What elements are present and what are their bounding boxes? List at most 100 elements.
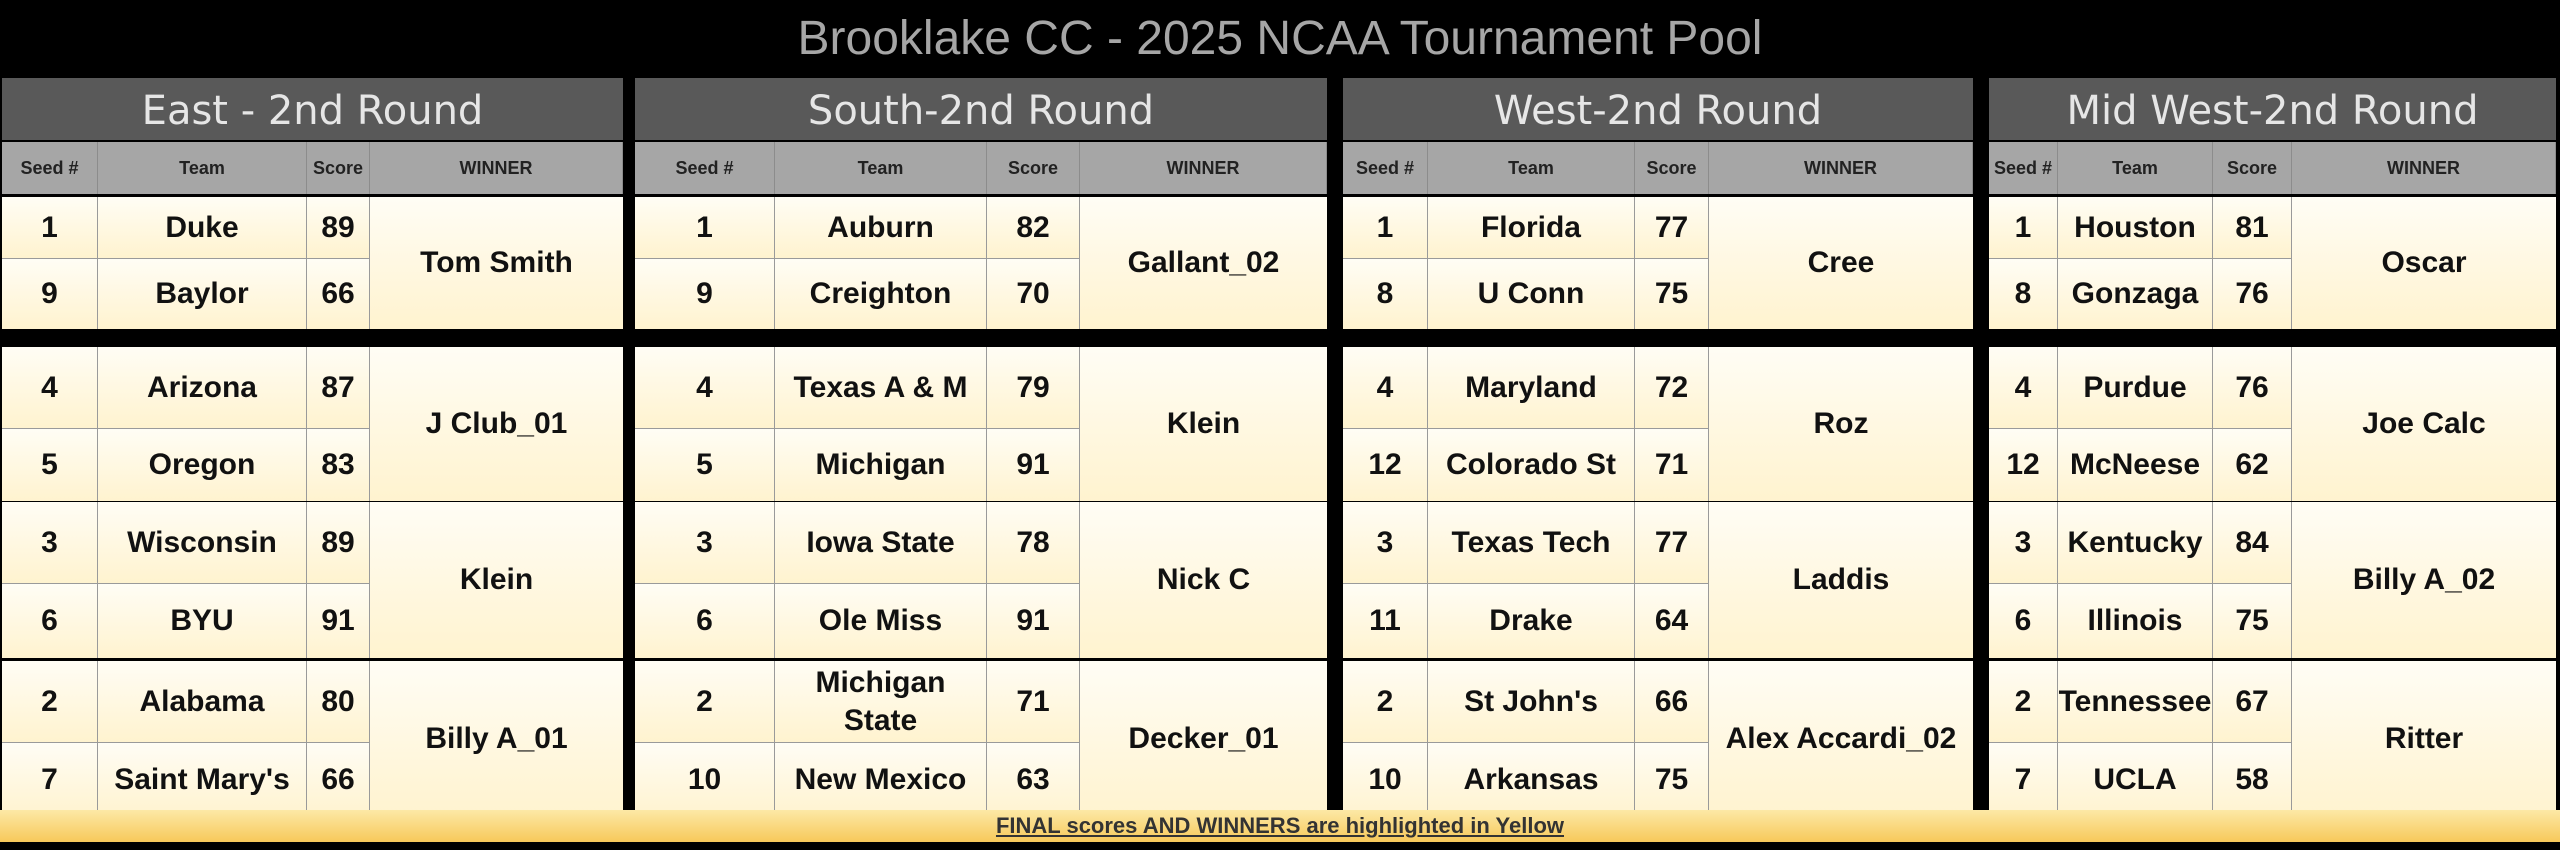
team-seed-cell: 10 (635, 743, 775, 816)
team-score-cell: 77 (1635, 502, 1709, 584)
region-title: South-2nd Round (635, 78, 1327, 140)
region-1: East - 2nd Round Seed # Team Score WINNER 1 Du… (2, 78, 623, 816)
team-seed-cell: 6 (2, 584, 98, 658)
team-seed-cell: 3 (2, 502, 98, 584)
team-team-cell: Baylor (98, 259, 307, 329)
footer-text: FINAL scores AND WINNERS are highlighted… (995, 813, 1564, 838)
team-seed-cell: 1 (1343, 197, 1428, 259)
team-team-cell: Arkansas (1428, 743, 1635, 816)
team-seed-cell: 5 (2, 429, 98, 501)
team-team-cell: St John's (1428, 661, 1635, 743)
team-team-cell: Oregon (98, 429, 307, 501)
team-score-cell: 67 (2213, 661, 2292, 743)
footer-note: FINAL scores AND WINNERS are highlighted… (0, 810, 2560, 842)
team-team-cell: Texas Tech (1428, 502, 1635, 584)
team-score-cell: 62 (2213, 429, 2292, 501)
team-score-cell: 72 (1635, 347, 1709, 429)
winner-cell: Ritter (2292, 661, 2556, 816)
team-score-cell: 75 (1635, 743, 1709, 816)
team-seed-cell: 4 (2, 347, 98, 429)
team-score-cell: 66 (307, 259, 370, 329)
team-team-cell: Illinois (2058, 584, 2213, 658)
team-score-cell: 91 (987, 584, 1080, 658)
team-team-cell: Iowa State (775, 502, 987, 584)
team-score-cell: 75 (1635, 259, 1709, 329)
team-score-cell: 64 (1635, 584, 1709, 658)
team-team-cell: Creighton (775, 259, 987, 329)
winner-cell: Roz (1709, 347, 1973, 501)
team-score-cell: 77 (1635, 197, 1709, 259)
team-seed-cell: 9 (635, 259, 775, 329)
winner-cell: Gallant_02 (1080, 197, 1327, 329)
team-team-cell: New Mexico (775, 743, 987, 816)
team-seed-cell: 12 (1343, 429, 1428, 501)
team-score-cell: 76 (2213, 259, 2292, 329)
region-title: Mid West-2nd Round (1989, 78, 2556, 140)
column-header-seed: Seed # (1989, 142, 2058, 194)
team-score-cell: 66 (307, 743, 370, 816)
team-team-cell: UCLA (2058, 743, 2213, 816)
region-2: South-2nd Round Seed # Team Score WINNER 1 Aub… (635, 78, 1327, 816)
team-team-cell: BYU (98, 584, 307, 658)
column-header-winner: WINNER (1080, 142, 1327, 194)
team-seed-cell: 1 (635, 197, 775, 259)
team-seed-cell: 7 (1989, 743, 2058, 816)
team-seed-cell: 11 (1343, 584, 1428, 658)
team-seed-cell: 4 (1989, 347, 2058, 429)
team-seed-cell: 6 (1989, 584, 2058, 658)
team-team-cell: Alabama (98, 661, 307, 743)
team-team-cell: Auburn (775, 197, 987, 259)
column-header-team: Team (98, 142, 307, 194)
team-team-cell: U Conn (1428, 259, 1635, 329)
team-score-cell: 80 (307, 661, 370, 743)
column-header-score: Score (1635, 142, 1709, 194)
team-score-cell: 91 (987, 429, 1080, 501)
winner-cell: Laddis (1709, 502, 1973, 658)
team-team-cell: Arizona (98, 347, 307, 429)
team-team-cell: Texas A & M (775, 347, 987, 429)
team-score-cell: 71 (1635, 429, 1709, 501)
team-team-cell: Drake (1428, 584, 1635, 658)
team-score-cell: 84 (2213, 502, 2292, 584)
team-team-cell: Gonzaga (2058, 259, 2213, 329)
winner-cell: Nick C (1080, 502, 1327, 658)
team-team-cell: Florida (1428, 197, 1635, 259)
region-4: Mid West-2nd Round Seed # Team Score WINNER 1… (1989, 78, 2556, 816)
team-seed-cell: 2 (1343, 661, 1428, 743)
team-seed-cell: 4 (635, 347, 775, 429)
team-team-cell: Duke (98, 197, 307, 259)
team-score-cell: 79 (987, 347, 1080, 429)
team-score-cell: 66 (1635, 661, 1709, 743)
team-team-cell: McNeese (2058, 429, 2213, 501)
winner-cell: Alex Accardi_02 (1709, 661, 1973, 816)
column-header-winner: WINNER (2292, 142, 2556, 194)
column-header-team: Team (2058, 142, 2213, 194)
page-title: Brooklake CC - 2025 NCAA Tournament Pool (797, 12, 1763, 65)
team-team-cell: Michigan (775, 429, 987, 501)
team-seed-cell: 3 (635, 502, 775, 584)
team-score-cell: 89 (307, 502, 370, 584)
region-title: East - 2nd Round (2, 78, 623, 140)
column-header-score: Score (987, 142, 1080, 194)
team-seed-cell: 10 (1343, 743, 1428, 816)
team-team-cell: Maryland (1428, 347, 1635, 429)
region-3: West-2nd Round Seed # Team Score WINNER 1 Flor… (1343, 78, 1973, 816)
team-score-cell: 87 (307, 347, 370, 429)
winner-cell: Cree (1709, 197, 1973, 329)
team-seed-cell: 7 (2, 743, 98, 816)
column-header-seed: Seed # (2, 142, 98, 194)
team-team-cell: Wisconsin (98, 502, 307, 584)
winner-cell: Joe Calc (2292, 347, 2556, 501)
team-score-cell: 81 (2213, 197, 2292, 259)
winner-cell: Tom Smith (370, 197, 623, 329)
team-score-cell: 70 (987, 259, 1080, 329)
team-score-cell: 63 (987, 743, 1080, 816)
team-team-cell: Kentucky (2058, 502, 2213, 584)
team-score-cell: 75 (2213, 584, 2292, 658)
team-seed-cell: 3 (1343, 502, 1428, 584)
column-header-seed: Seed # (635, 142, 775, 194)
winner-cell: Billy A_02 (2292, 502, 2556, 658)
team-team-cell: Colorado St (1428, 429, 1635, 501)
team-seed-cell: 2 (2, 661, 98, 743)
column-header-seed: Seed # (1343, 142, 1428, 194)
